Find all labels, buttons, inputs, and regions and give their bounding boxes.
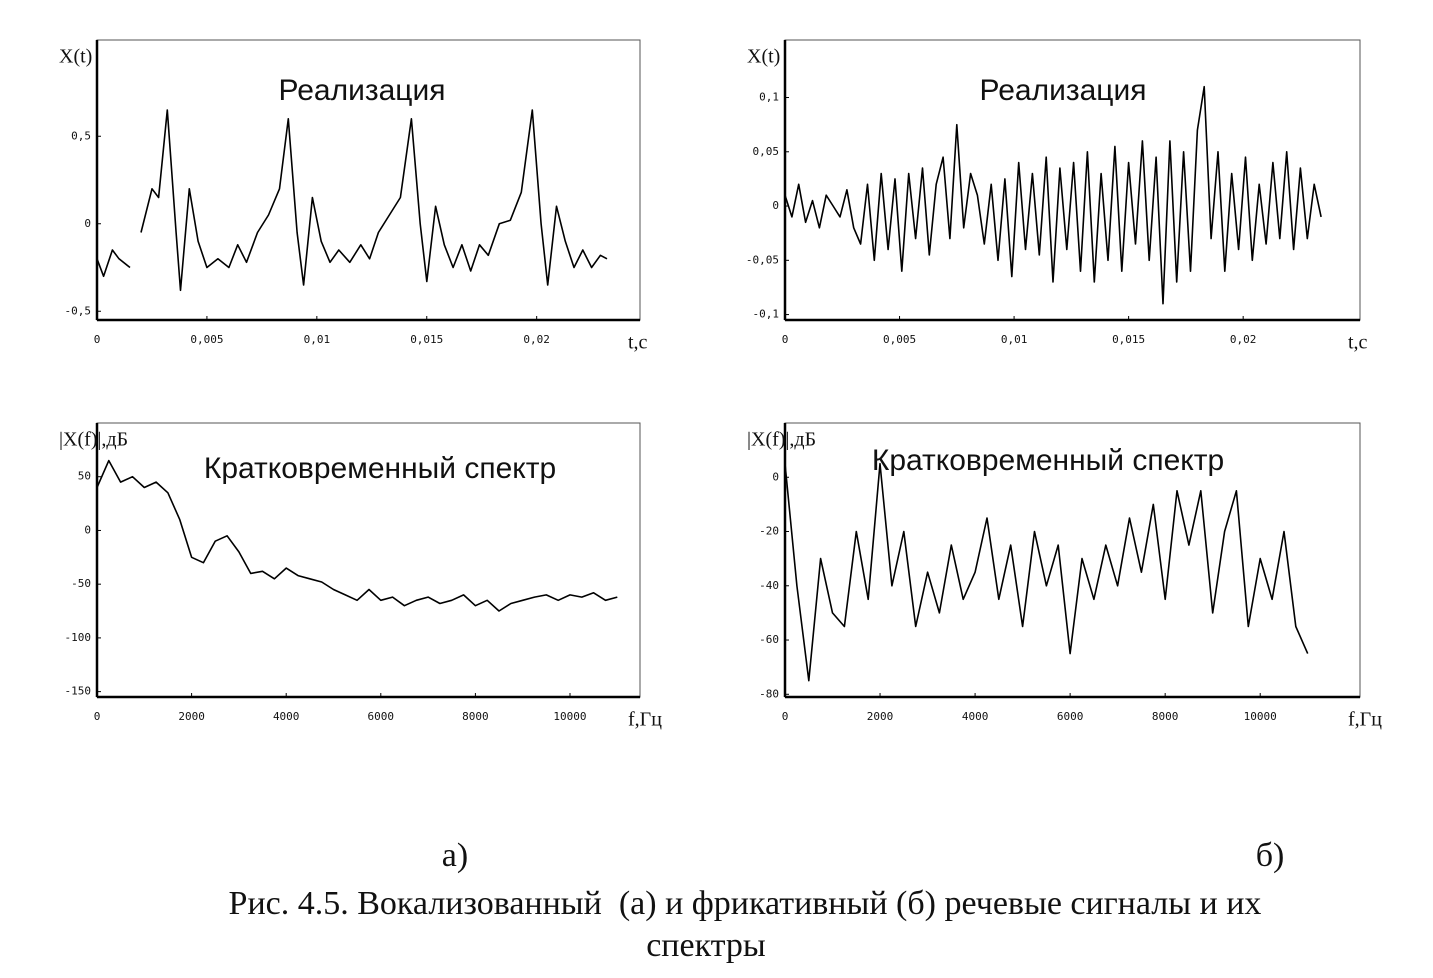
- x-tick-label: 10000: [1244, 710, 1277, 723]
- y-tick-label: 0: [772, 470, 779, 483]
- signal-line: [96, 109, 608, 292]
- y-tick-label: 0,5: [71, 129, 91, 142]
- y-tick-label: 50: [78, 470, 91, 483]
- y-tick-label: 0,05: [753, 145, 780, 158]
- x-tick-label: 0,015: [410, 333, 443, 346]
- y-tick-label: -20: [759, 525, 779, 538]
- x-tick-label: 0: [782, 710, 789, 723]
- x-tick-label: 4000: [962, 710, 989, 723]
- x-tick-label: 10000: [553, 710, 586, 723]
- y-tick-label: -0,5: [65, 304, 92, 317]
- x-tick-label: 8000: [1152, 710, 1179, 723]
- caption: Рис. 4.5. Вокализованный (а) и фрикативн…: [229, 885, 1262, 922]
- x-tick-label: 6000: [368, 710, 395, 723]
- signal-line: [784, 462, 1309, 682]
- x-tick-label: 0,015: [1112, 333, 1145, 346]
- x-axis-label: f,Гц: [628, 709, 662, 731]
- y-axis-label: X(t): [59, 46, 92, 68]
- y-tick-label: -150: [65, 685, 92, 698]
- panel-label: а): [442, 837, 468, 874]
- chart-title: Реализация: [980, 74, 1147, 107]
- x-tick-label: 0: [94, 710, 101, 723]
- x-tick-label: 0: [782, 333, 789, 346]
- y-tick-label: -60: [759, 633, 779, 646]
- chart-title: Кратковременный спектр: [872, 444, 1224, 477]
- panel-label: б): [1256, 837, 1285, 874]
- x-tick-label: 8000: [462, 710, 489, 723]
- x-tick-label: 0: [94, 333, 101, 346]
- x-axis-label: t,c: [1348, 332, 1368, 354]
- y-axis-label: |X(f)|,дБ: [747, 429, 816, 451]
- y-axis-label: X(t): [747, 46, 780, 68]
- y-tick-label: 0: [772, 199, 779, 212]
- y-axis-label: |X(f)|,дБ: [59, 429, 128, 451]
- signal-line: [784, 85, 1322, 305]
- x-tick-label: 0,02: [1230, 333, 1257, 346]
- chart-title: Реализация: [279, 74, 446, 107]
- x-tick-label: 0,02: [523, 333, 550, 346]
- caption: спектры: [646, 927, 766, 964]
- signal-line: [96, 459, 618, 612]
- y-tick-label: -50: [71, 577, 91, 590]
- y-tick-label: -0,1: [753, 308, 780, 321]
- x-axis-label: f,Гц: [1348, 709, 1382, 731]
- x-tick-label: 2000: [178, 710, 205, 723]
- y-tick-label: -100: [65, 631, 92, 644]
- x-tick-label: 0,01: [1001, 333, 1028, 346]
- chart-title: Кратковременный спектр: [204, 452, 556, 485]
- x-tick-label: 2000: [867, 710, 894, 723]
- y-tick-label: 0: [84, 523, 91, 536]
- y-tick-label: -0,05: [746, 253, 779, 266]
- x-tick-label: 0,01: [304, 333, 331, 346]
- x-axis-label: t,c: [628, 332, 648, 354]
- x-tick-label: 0,005: [883, 333, 916, 346]
- x-tick-label: 4000: [273, 710, 300, 723]
- y-tick-label: 0: [84, 217, 91, 230]
- x-tick-label: 0,005: [190, 333, 223, 346]
- y-tick-label: 0,1: [759, 91, 779, 104]
- x-tick-label: 6000: [1057, 710, 1084, 723]
- y-tick-label: -80: [759, 687, 779, 700]
- y-tick-label: -40: [759, 579, 779, 592]
